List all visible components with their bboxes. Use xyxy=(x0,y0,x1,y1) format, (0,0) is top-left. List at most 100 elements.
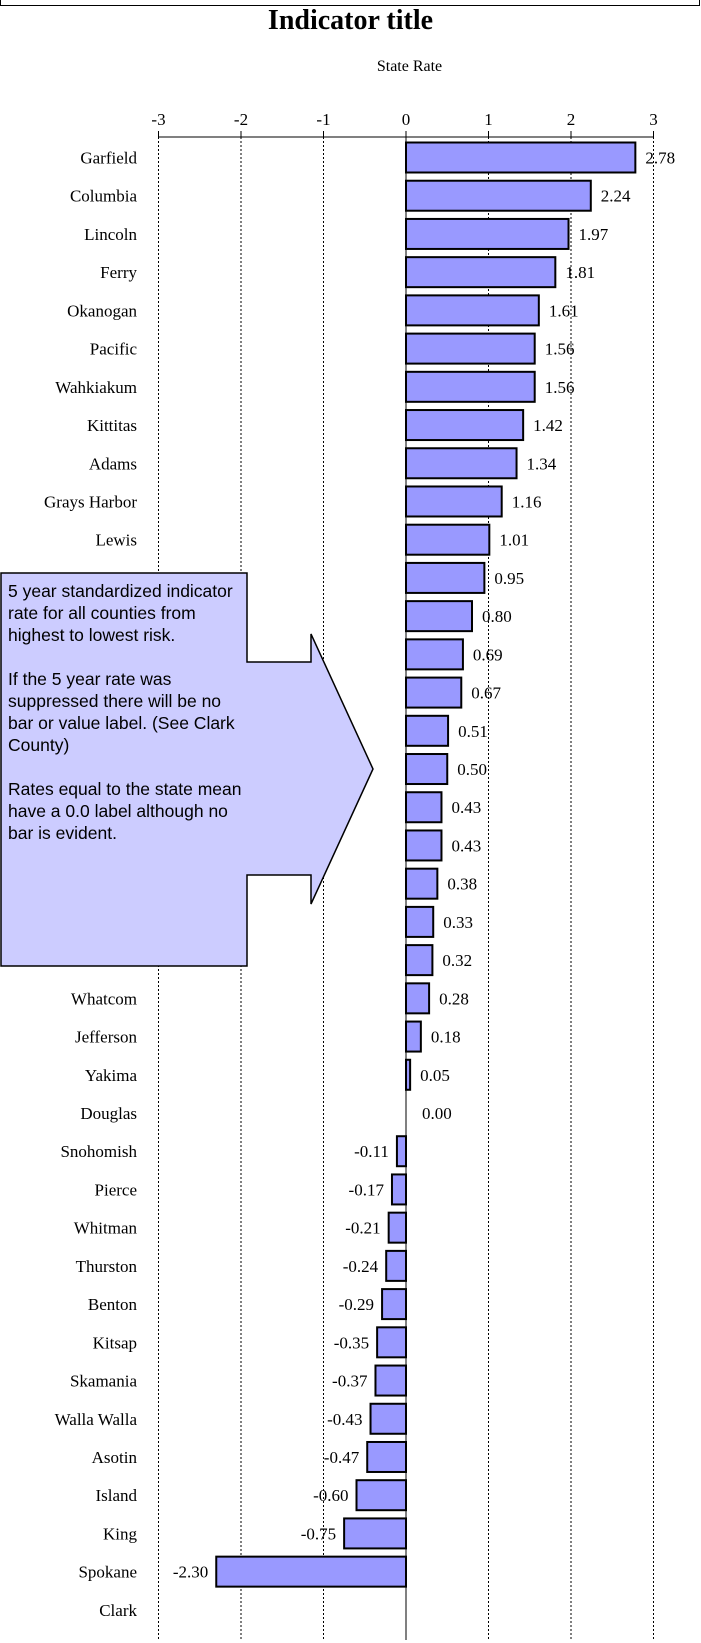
data-label: 0.43 xyxy=(451,798,481,817)
bar xyxy=(405,256,557,289)
data-label: -0.17 xyxy=(349,1180,385,1199)
bar xyxy=(405,447,518,480)
data-label: 0.33 xyxy=(443,913,473,932)
data-label: 0.32 xyxy=(442,951,472,970)
bar xyxy=(405,791,443,824)
data-label: 1.97 xyxy=(579,225,609,244)
category-label: Clark xyxy=(99,1601,137,1620)
bar xyxy=(405,714,450,747)
data-label: 1.56 xyxy=(545,340,575,359)
bar xyxy=(405,944,434,977)
data-label: 0.95 xyxy=(494,569,524,588)
chart-title: Indicator title xyxy=(267,5,434,36)
category-label: Jefferson xyxy=(75,1028,137,1047)
data-label: 1.61 xyxy=(549,301,579,320)
category-label: Kittitas xyxy=(87,416,137,435)
data-label: -0.47 xyxy=(324,1448,360,1467)
bar xyxy=(369,1402,407,1435)
x-tick-label: -1 xyxy=(316,110,330,129)
bar xyxy=(395,1135,407,1168)
bar xyxy=(405,638,464,671)
category-label: Wahkiakum xyxy=(55,378,137,397)
category-label: Whitman xyxy=(74,1219,138,1238)
category-label: Douglas xyxy=(80,1104,137,1123)
bar xyxy=(405,561,486,594)
category-label: Yakima xyxy=(85,1066,138,1085)
x-tick-label: 0 xyxy=(402,110,411,129)
category-label: Benton xyxy=(88,1295,138,1314)
data-label: -0.24 xyxy=(343,1257,379,1276)
data-label: -0.75 xyxy=(301,1524,336,1543)
data-label: 0.43 xyxy=(451,836,481,855)
data-label: 0.28 xyxy=(439,989,469,1008)
bar xyxy=(405,409,525,442)
data-label: -0.60 xyxy=(313,1486,348,1505)
x-tick-label: -2 xyxy=(234,110,248,129)
data-label: -0.11 xyxy=(354,1142,389,1161)
bar xyxy=(405,217,570,250)
category-label: Grays Harbor xyxy=(44,492,137,511)
bar xyxy=(405,485,503,518)
callout-arrow-path xyxy=(0,572,374,967)
category-label: Kitsap xyxy=(93,1333,137,1352)
bar xyxy=(355,1479,407,1512)
category-label: Spokane xyxy=(78,1563,137,1582)
category-label: Lincoln xyxy=(84,225,137,244)
category-label: Lewis xyxy=(95,531,137,550)
data-label: 0.18 xyxy=(431,1028,461,1047)
category-label: Pacific xyxy=(90,340,138,359)
bars xyxy=(215,141,637,1588)
callout-paragraph-1: 5 year standardized indicator rate for a… xyxy=(8,581,233,645)
data-label: 0.00 xyxy=(422,1104,452,1123)
category-label: Skamania xyxy=(70,1372,137,1391)
bar xyxy=(387,1211,407,1244)
bar xyxy=(405,905,435,938)
data-label: 0.67 xyxy=(471,684,501,703)
category-label: Thurston xyxy=(76,1257,138,1276)
bar xyxy=(405,829,443,862)
callout-arrow-shape xyxy=(0,572,374,967)
data-label: 0.05 xyxy=(420,1066,450,1085)
bar xyxy=(405,523,491,556)
bar xyxy=(405,141,637,174)
data-label: 0.50 xyxy=(457,760,487,779)
data-label: 2.24 xyxy=(601,187,631,206)
data-label: 1.81 xyxy=(565,263,595,282)
data-label: -0.37 xyxy=(332,1372,368,1391)
data-label: 0.51 xyxy=(458,722,488,741)
category-label: Asotin xyxy=(92,1448,138,1467)
bar xyxy=(343,1517,407,1550)
data-label: -0.29 xyxy=(339,1295,374,1314)
bar xyxy=(405,600,473,633)
bar xyxy=(405,1020,422,1053)
bar xyxy=(405,676,463,709)
chart-frame-edge xyxy=(0,0,700,6)
data-label: 0.69 xyxy=(473,645,503,664)
bar xyxy=(405,1058,412,1091)
category-label: Pierce xyxy=(95,1180,137,1199)
bar xyxy=(381,1288,408,1321)
x-tick-label: 2 xyxy=(567,110,576,129)
category-label: Columbia xyxy=(70,187,138,206)
category-label: Ferry xyxy=(100,263,137,282)
x-tick-label: -3 xyxy=(151,110,165,129)
category-label: Snohomish xyxy=(60,1142,137,1161)
bar xyxy=(405,753,449,786)
category-label: King xyxy=(103,1524,138,1543)
bar xyxy=(405,332,536,365)
x-tick-label: 3 xyxy=(649,110,658,129)
category-label: Island xyxy=(95,1486,137,1505)
x-tick-label: 1 xyxy=(484,110,493,129)
bar xyxy=(405,867,439,900)
bar xyxy=(376,1326,407,1359)
bar xyxy=(366,1440,408,1473)
bar xyxy=(405,982,431,1015)
bar xyxy=(374,1364,408,1397)
data-labels: 2.78 2.24 1.97 1.81 1.61 1.56 1.56 1.42 1.34 1.16… xyxy=(173,149,675,1582)
category-label: Whatcom xyxy=(71,989,137,1008)
data-label: 1.42 xyxy=(533,416,563,435)
x-axis-title: State Rate xyxy=(376,58,443,75)
callout-text: 5 year standardized indicator rate for a… xyxy=(8,580,244,866)
callout-paragraph-2: If the 5 year rate was suppressed there … xyxy=(8,669,235,755)
bar xyxy=(390,1173,408,1206)
